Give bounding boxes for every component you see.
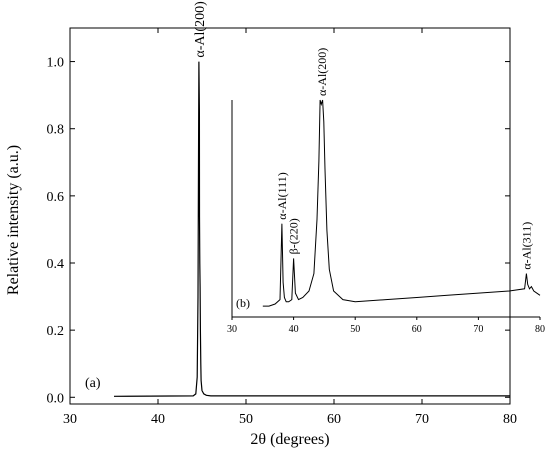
inset-peak-annotation-label: β-(220) (287, 218, 301, 254)
series-line-main (113, 61, 510, 397)
y-axis-title: Relative intensity (a.u.) (5, 145, 22, 295)
inset-x-tick-label: 40 (289, 324, 299, 335)
x-axis-title: 2θ (degrees) (250, 431, 329, 448)
y-tick-label: 0.8 (47, 123, 65, 138)
inset-x-tick-label: 50 (350, 324, 360, 335)
series-line-inset (262, 99, 541, 307)
inset-x-tick-label: 30 (227, 324, 237, 335)
y-tick-label: 0.6 (47, 190, 65, 205)
panel-label-a: (a) (85, 376, 101, 391)
x-tick-label: 40 (151, 412, 165, 427)
inset-x-tick-label: 60 (412, 324, 422, 335)
inset-x-tick-label: 80 (535, 324, 545, 335)
x-tick-label: 80 (503, 412, 517, 427)
y-tick-label: 1.0 (47, 56, 65, 71)
main-plot-frame (69, 27, 511, 405)
x-tick-label: 70 (415, 412, 429, 427)
x-tick-label: 60 (327, 412, 341, 427)
peak-annotation-label: α-Al(200) (193, 1, 208, 58)
inset-x-tick-label: 70 (473, 324, 483, 335)
y-tick-label: 0.4 (47, 257, 65, 272)
inset-peak-annotation-label: α-Al(111) (275, 172, 289, 219)
x-tick-label: 30 (63, 412, 77, 427)
y-tick-label: 0.2 (47, 324, 65, 339)
inset-peak-annotation-label: α-Al(200) (315, 48, 329, 96)
inset-peak-annotation-label: α-Al(311) (519, 222, 533, 270)
panel-label-b: (b) (236, 296, 250, 310)
x-tick-label: 50 (239, 412, 253, 427)
y-tick-label: 0.0 (47, 391, 65, 406)
